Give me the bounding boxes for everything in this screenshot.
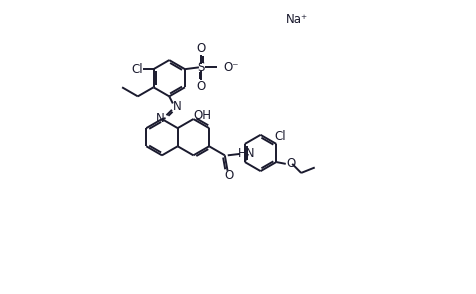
Text: OH: OH — [194, 109, 212, 122]
Text: HN: HN — [238, 147, 256, 161]
Text: O⁻: O⁻ — [223, 61, 238, 74]
Text: Cl: Cl — [275, 130, 287, 143]
Text: N: N — [156, 112, 165, 125]
Text: O: O — [287, 157, 296, 170]
Text: Cl: Cl — [132, 63, 143, 76]
Text: S: S — [198, 61, 205, 74]
Text: O: O — [197, 80, 206, 93]
Text: Na⁺: Na⁺ — [286, 13, 307, 26]
Text: N: N — [173, 100, 182, 113]
Text: O: O — [197, 42, 206, 55]
Text: O: O — [224, 169, 234, 182]
